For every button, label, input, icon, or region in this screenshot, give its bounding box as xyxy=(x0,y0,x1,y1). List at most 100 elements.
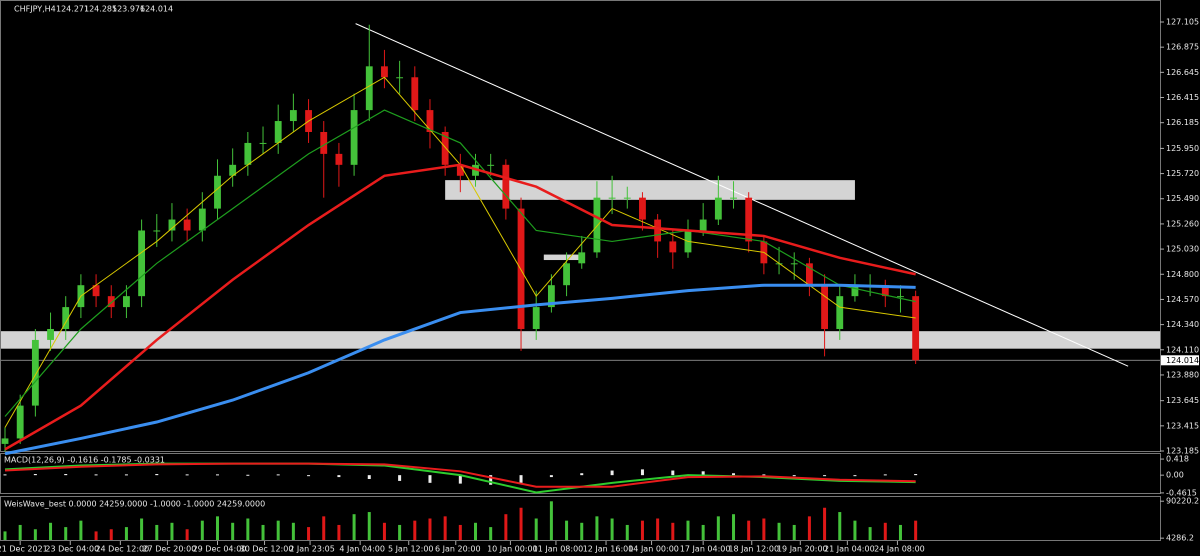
header-low: 123.976 xyxy=(112,5,145,14)
macd-histogram xyxy=(853,475,857,477)
weis-bar xyxy=(868,527,872,540)
macd-histogram xyxy=(124,474,128,476)
candle-body xyxy=(107,296,115,308)
candle-body xyxy=(805,263,813,286)
weis-bar xyxy=(170,522,174,540)
trendline xyxy=(355,23,1129,367)
weis-bar xyxy=(549,501,553,540)
weis-bar xyxy=(474,522,478,540)
header-close: 124.014 xyxy=(140,5,173,14)
weis-bar xyxy=(640,520,644,540)
x-tick-label: 24 Dec 12:00 xyxy=(95,545,149,554)
x-tick-label: 18 Jan 12:00 xyxy=(728,545,779,554)
macd-histogram xyxy=(155,474,159,476)
macd-histogram xyxy=(640,469,644,476)
x-tick-label: 11 Jan 08:00 xyxy=(533,545,584,554)
candle-body xyxy=(639,197,646,220)
candle-body xyxy=(259,142,267,144)
candle-body xyxy=(153,230,161,232)
plot-layer xyxy=(1,23,1160,540)
candle-body xyxy=(289,110,297,122)
current-price-box xyxy=(1161,355,1199,366)
y-tick-label: 124.570 xyxy=(1166,295,1199,304)
candle-body xyxy=(381,66,388,78)
weis-bar xyxy=(762,518,766,540)
moving-average xyxy=(4,163,916,451)
macd-histogram xyxy=(792,475,796,477)
macd-histogram xyxy=(307,475,311,477)
weis-bar xyxy=(823,507,827,540)
candle-body xyxy=(92,285,100,297)
macd-label: MACD(12,26,9) -0.1616 -0.1785 -0.0331 xyxy=(4,456,165,465)
main-panel xyxy=(0,0,1161,452)
macd-histogram xyxy=(33,474,37,476)
macd-histogram xyxy=(580,473,584,476)
zone xyxy=(1,331,1160,349)
candle-body xyxy=(669,241,677,253)
weis-bar xyxy=(337,524,341,540)
weis-bar xyxy=(534,518,538,540)
macd-tick-label: 0.418 xyxy=(1166,455,1189,464)
x-tick-label: 2 Jan 23:05 xyxy=(289,545,335,554)
macd-histogram xyxy=(215,474,219,476)
candle-body xyxy=(396,77,404,79)
candle-body xyxy=(229,164,237,176)
y-tick-label: 126.645 xyxy=(1166,68,1199,77)
candle-body xyxy=(31,339,39,406)
y-tick-label: 124.800 xyxy=(1166,270,1199,279)
weis-bar xyxy=(625,524,629,540)
candle-body xyxy=(320,131,328,154)
candle-body xyxy=(836,296,844,329)
candle-body xyxy=(897,296,904,298)
x-tick-label: 23 Dec 04:00 xyxy=(45,545,99,554)
candle-body xyxy=(183,219,191,231)
macd-tick-label: 0.00 xyxy=(1166,471,1184,480)
weis-bar xyxy=(352,514,356,540)
weis-bar xyxy=(18,524,22,540)
weis-bar xyxy=(595,516,599,540)
candle-body xyxy=(730,197,737,199)
weis-bar xyxy=(519,507,523,540)
weis-bar xyxy=(382,522,386,540)
weis-bar xyxy=(504,514,508,540)
y-tick-label: 125.950 xyxy=(1166,144,1199,153)
candle-body xyxy=(244,142,252,165)
candle-body xyxy=(881,285,889,297)
y-tick-label: 127.105 xyxy=(1166,17,1199,26)
weis-bar xyxy=(124,527,128,540)
candle-body xyxy=(441,131,449,165)
chart-title: CHFJPY,H4 xyxy=(14,5,56,14)
weis-bar xyxy=(671,522,675,540)
macd-histogram xyxy=(610,470,614,476)
weis-bar xyxy=(443,516,447,540)
x-tick-label: 14 Jan 00:00 xyxy=(628,545,679,554)
weis-bar xyxy=(398,524,402,540)
macd-histogram xyxy=(732,473,736,476)
x-tick-label: 29 Dec 04:00 xyxy=(193,545,247,554)
x-tick-label: 17 Jan 04:00 xyxy=(680,545,731,554)
weis-bar xyxy=(838,512,842,540)
x-tick-label: 10 Jan 00:00 xyxy=(487,545,538,554)
macd-panel xyxy=(0,453,1161,494)
macd-histogram xyxy=(823,475,827,477)
x-tick-label: 19 Jan 20:00 xyxy=(777,545,828,554)
weis-bar xyxy=(49,522,53,540)
weis-bar xyxy=(307,527,311,540)
candle-body xyxy=(608,197,616,199)
weis-bar xyxy=(686,520,690,540)
weis-panel xyxy=(0,496,1161,541)
candle-body xyxy=(714,197,722,220)
weis-bar xyxy=(732,514,736,540)
macd-histogram xyxy=(246,474,250,476)
candle-body xyxy=(214,175,221,209)
y-tick-label: 123.415 xyxy=(1166,421,1199,430)
candle-body xyxy=(365,66,373,111)
macd-line xyxy=(4,462,916,488)
y-tick-label: 126.875 xyxy=(1166,43,1199,52)
candle-body xyxy=(426,110,434,132)
y-tick-label: 124.340 xyxy=(1166,320,1199,329)
weis-bar xyxy=(747,520,751,540)
weis-bar xyxy=(656,518,660,540)
macd-histogram xyxy=(489,475,493,485)
